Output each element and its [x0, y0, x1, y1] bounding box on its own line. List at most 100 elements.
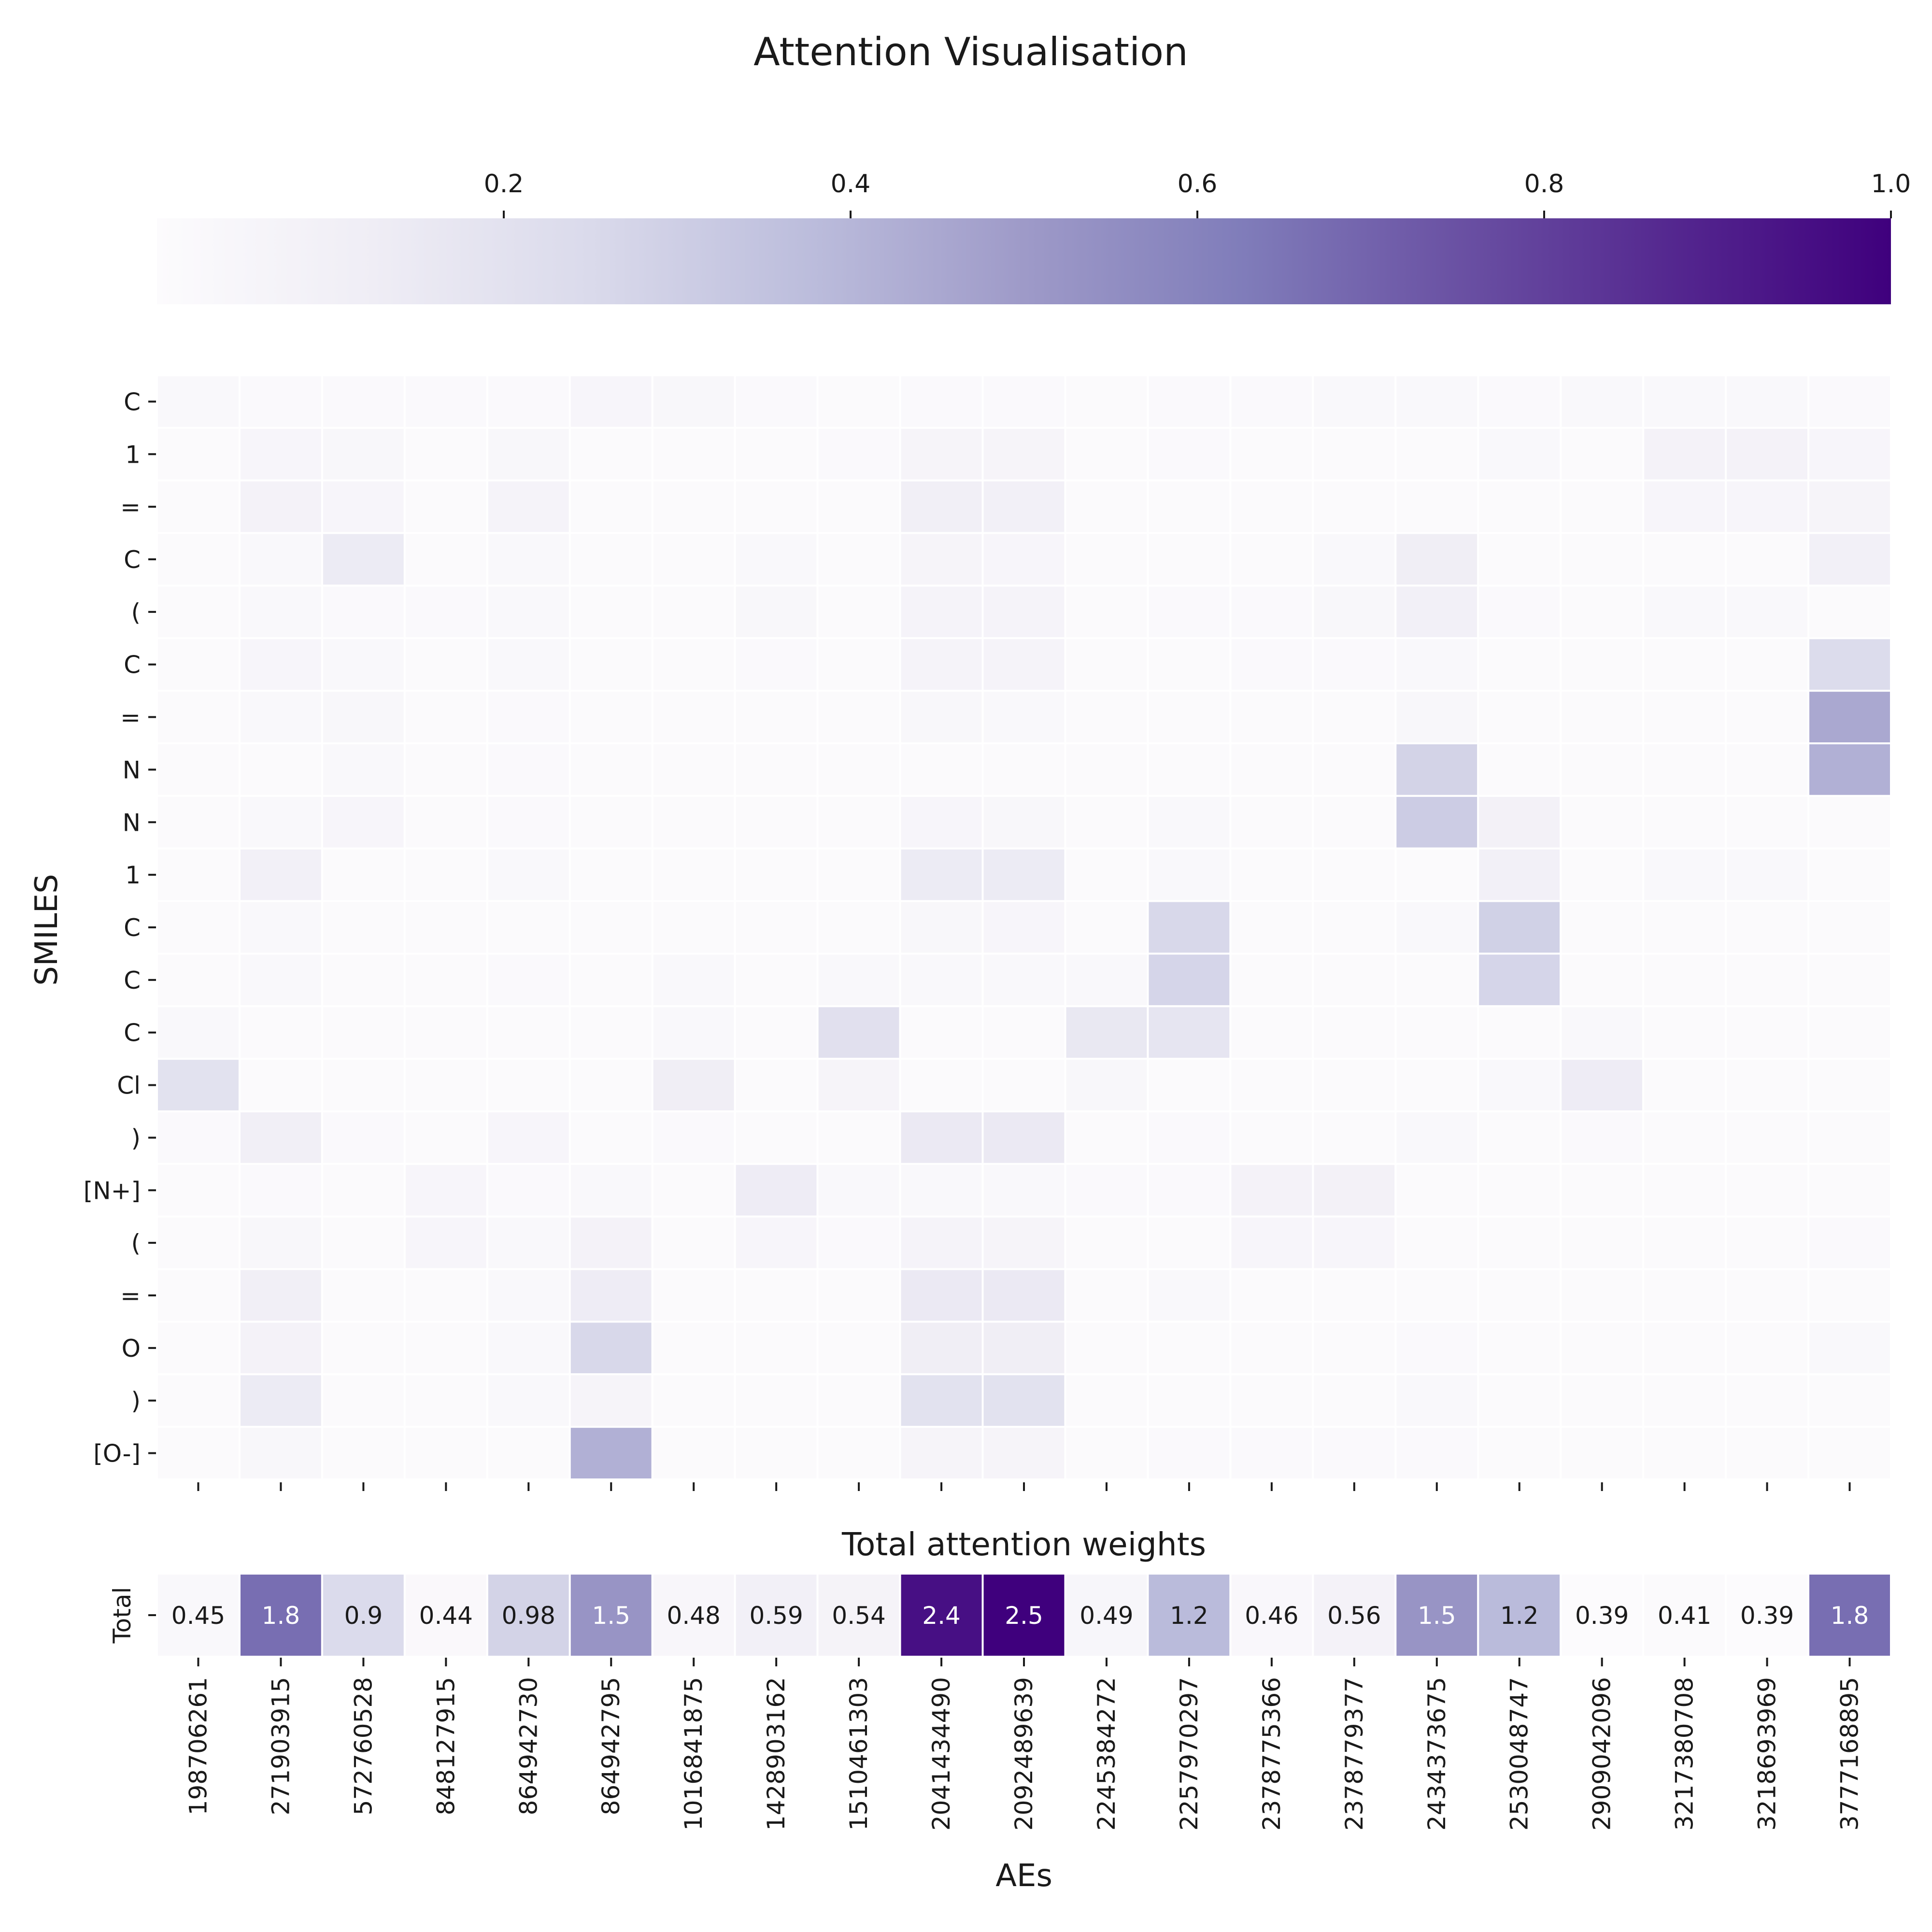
heatmap-cell [238, 742, 323, 797]
heatmap-cell [568, 952, 653, 1008]
heatmap-cell [1312, 1215, 1397, 1270]
heatmap-cell [486, 479, 571, 534]
heatmap-cell [1477, 426, 1562, 482]
total-cell-value: 0.41 [1658, 1602, 1711, 1630]
total-row-label-text: Total [108, 1587, 136, 1644]
heatmap-cell [734, 637, 819, 692]
heatmap-cell [1560, 1058, 1645, 1112]
heatmap-cell [1394, 1058, 1479, 1112]
heatmap-cell [486, 742, 571, 797]
heatmap-cell [651, 1426, 736, 1480]
heatmap-cell [1725, 900, 1810, 955]
heatmap-cell [1394, 426, 1479, 482]
heatmap-cell [1064, 1110, 1149, 1165]
heatmap-cell [1312, 532, 1397, 587]
heatmap-cell [1394, 374, 1479, 429]
heatmap-cell [403, 952, 488, 1008]
heatmap-cell [1394, 584, 1479, 639]
heatmap-cell [1147, 637, 1232, 692]
heatmap-cell [156, 1005, 241, 1060]
total-cell [568, 1573, 653, 1658]
total-cell [1147, 1573, 1232, 1658]
ae-tick-label: 864942730 [514, 1677, 542, 1815]
heatmap-cell [1560, 742, 1645, 797]
total-cell-value: 0.48 [667, 1602, 721, 1630]
heatmap-cell [1064, 795, 1149, 850]
heatmap-cell [816, 847, 901, 902]
heatmap-cell [816, 1005, 901, 1060]
heatmap-cell [321, 847, 406, 902]
heatmap-cell [981, 952, 1066, 1008]
heatmap-cell [321, 1110, 406, 1165]
heatmap-cell [1312, 584, 1397, 639]
y-tick-label: C [124, 966, 141, 994]
heatmap-cell [816, 1110, 901, 1165]
heatmap-cell [403, 690, 488, 744]
heatmap-cell [1312, 1005, 1397, 1060]
heatmap-cell [899, 742, 984, 797]
total-cell [1725, 1573, 1810, 1658]
total-cell-value: 0.9 [344, 1602, 383, 1630]
total-cell-value: 1.8 [1831, 1602, 1869, 1630]
heatmap-cell [568, 584, 653, 639]
heatmap-cell [1312, 374, 1397, 429]
main-x-tick-marks [197, 1482, 1851, 1491]
heatmap-cell [1642, 637, 1727, 692]
heatmap-cell [734, 900, 819, 955]
x-axis-label: AEs [995, 1858, 1052, 1894]
heatmap-cell [1394, 1426, 1479, 1480]
heatmap-cell [899, 374, 984, 429]
heatmap-cell [321, 1426, 406, 1480]
heatmap-cell [156, 690, 241, 744]
heatmap-cell [651, 426, 736, 482]
heatmap-cell [1064, 690, 1149, 744]
heatmap-cell [1642, 479, 1727, 534]
heatmap-cell [1642, 1215, 1727, 1270]
heatmap-cell [899, 532, 984, 587]
heatmap-cell [1560, 1426, 1645, 1480]
heatmap-cell [1642, 1005, 1727, 1060]
heatmap-cell [651, 374, 736, 429]
heatmap-cell [321, 637, 406, 692]
heatmap-cell [981, 1110, 1066, 1165]
ae-tick-label: 2245384272 [1093, 1677, 1121, 1831]
heatmap-cell [899, 1321, 984, 1376]
heatmap-cell [156, 742, 241, 797]
heatmap-cell [1147, 584, 1232, 639]
heatmap-cell [321, 952, 406, 1008]
heatmap-cell [486, 1268, 571, 1323]
heatmap-cell [321, 742, 406, 797]
heatmap-cell [1807, 637, 1892, 692]
heatmap-cell [651, 1058, 736, 1112]
heatmap-cell [1477, 1373, 1562, 1428]
total-cell [321, 1573, 406, 1658]
ae-tick-label: 3218693969 [1753, 1677, 1781, 1831]
heatmap-cell [1147, 1373, 1232, 1428]
heatmap-cell [981, 690, 1066, 744]
heatmap-cell [1477, 900, 1562, 955]
heatmap-cell [1560, 900, 1645, 955]
heatmap-cell [156, 795, 241, 850]
heatmap-cell [1394, 1163, 1479, 1218]
heatmap-cell [1807, 1373, 1892, 1428]
heatmap-cell [1229, 1426, 1314, 1480]
heatmap-cell [651, 1163, 736, 1218]
heatmap-cell [1229, 690, 1314, 744]
heatmap-cell [486, 690, 571, 744]
heatmap-cell [156, 952, 241, 1008]
colorbar-tick-label: 1.0 [1871, 170, 1911, 199]
heatmap-cell [403, 1110, 488, 1165]
heatmap-cell [1147, 1163, 1232, 1218]
heatmap-cell [1312, 1426, 1397, 1480]
heatmap-cell [1725, 1426, 1810, 1480]
heatmap-cell [1642, 532, 1727, 587]
heatmap-cell [1725, 1215, 1810, 1270]
heatmap-cell [568, 1268, 653, 1323]
heatmap-cell [403, 1005, 488, 1060]
heatmap-cell [1312, 690, 1397, 744]
colorbar-gradient [157, 218, 1891, 304]
total-cell-value: 0.98 [502, 1602, 555, 1630]
heatmap-cell [486, 952, 571, 1008]
total-cell-value: 0.44 [419, 1602, 473, 1630]
heatmap-cell [981, 742, 1066, 797]
